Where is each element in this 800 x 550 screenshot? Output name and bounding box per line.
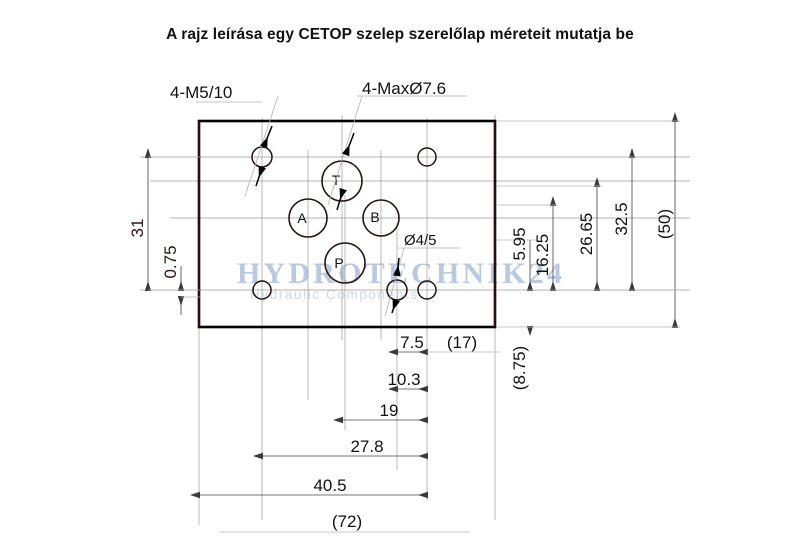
dim-10-3-text: 10.3 — [387, 370, 420, 389]
hole-top-right-circle — [417, 147, 437, 167]
hole-bottom-left-circle — [252, 280, 272, 300]
leader-lines-group — [196, 95, 467, 317]
plate-outline — [197, 119, 497, 329]
dim-32-5-text: 32.5 — [612, 202, 631, 235]
dimension-lines-horizontal — [190, 348, 500, 533]
dimension-labels-vertical-right: 5.95 16.25 26.65 32.5 (50) (8.75) — [510, 202, 674, 390]
dim-7-5-text: 7.5 — [400, 333, 424, 352]
port-labels-group: T A B P — [297, 172, 379, 271]
dimension-lines-vertical-right — [496, 112, 680, 336]
bore-callout-text: 4-MaxØ7.6 — [362, 79, 446, 98]
thread-callout-text: 4-M5/10 — [170, 83, 232, 102]
port-t-label: T — [332, 172, 341, 188]
port-a-circle — [288, 198, 328, 238]
port-b-label: B — [370, 209, 379, 225]
dimension-labels-horizontal: 7.5 (17) 10.3 19 27.8 40.5 (72) — [313, 333, 477, 531]
dim-26-65-text: 26.65 — [577, 213, 596, 256]
dimension-lines-vertical-left — [144, 148, 200, 315]
mounting-holes-group — [251, 146, 437, 301]
page-title: A rajz leírása egy CETOP szelep szerelől… — [166, 26, 634, 43]
callout-labels-group: 4-M5/10 4-MaxØ7.6 Ø4/5 — [170, 79, 446, 249]
port-p-circle — [324, 242, 366, 284]
dim-0-75-text: 0.75 — [161, 245, 180, 278]
port-a-label: A — [297, 210, 307, 226]
dim-19-text: 19 — [380, 401, 399, 420]
dim-50-text: (50) — [655, 209, 674, 239]
dim-16-25-text: 16.25 — [533, 234, 552, 277]
port-p-label: P — [334, 255, 343, 271]
hole-bottom-right-circle — [417, 280, 437, 300]
dim-17-text: (17) — [447, 333, 477, 352]
dim-72-text: (72) — [332, 512, 362, 531]
dim-8-75-text: (8.75) — [510, 346, 529, 390]
dim-27-8-text: 27.8 — [350, 437, 383, 456]
port-b-circle — [362, 199, 400, 237]
dimension-labels-vertical-left: 31 0.75 — [128, 219, 180, 279]
pin-callout-text: Ø4/5 — [404, 232, 437, 249]
dim-5-95-text: 5.95 — [510, 227, 529, 260]
ports-group — [288, 160, 400, 284]
leader-arrows-group — [255, 125, 401, 314]
centerlines-group — [140, 115, 690, 525]
dim-40-5-text: 40.5 — [313, 476, 346, 495]
dim-31-text: 31 — [128, 219, 147, 238]
